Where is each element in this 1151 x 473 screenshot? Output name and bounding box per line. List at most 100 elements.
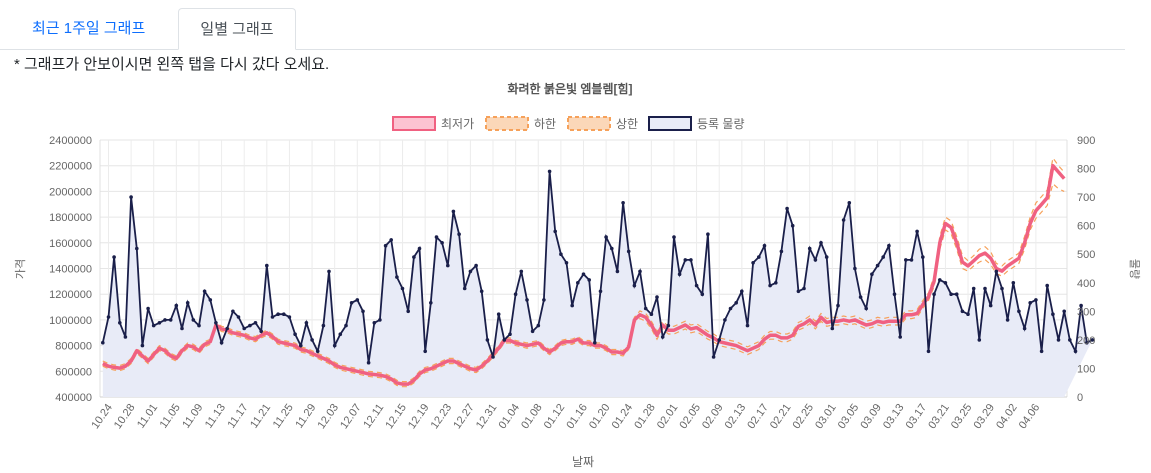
legend-label: 등록 물량	[697, 117, 745, 131]
x-tick-label: 10.24	[89, 402, 115, 431]
y-axis-label: 가격	[14, 259, 27, 279]
volume-point	[168, 318, 173, 322]
volume-point	[643, 306, 648, 311]
volume-point	[757, 255, 761, 259]
volume-point	[774, 281, 778, 285]
volume-point	[1079, 303, 1083, 308]
x-tick-label: 12.23	[429, 402, 455, 431]
tab-daily[interactable]: 일별 그래프	[178, 8, 296, 50]
y2-tick-label: 900	[1077, 135, 1095, 147]
volume-point	[1017, 309, 1021, 314]
volume-point	[236, 315, 241, 319]
volume-point	[1056, 338, 1061, 342]
volume-point	[711, 355, 716, 359]
volume-point	[146, 306, 150, 311]
volume-point	[768, 283, 772, 288]
volume-point	[406, 309, 411, 314]
volume-point	[451, 209, 456, 214]
volume-point	[468, 269, 473, 274]
lower-band-line	[102, 182, 1065, 388]
volume-point	[983, 286, 987, 291]
price-volume-chart: 2400000 2200000 2000000 1800000 1600000 14000…	[14, 81, 1141, 469]
volume-fill	[102, 171, 1093, 397]
x-tick-label: 11.21	[248, 402, 273, 431]
volume-point	[265, 263, 269, 268]
y-tick-label: 600000	[55, 366, 92, 378]
legend-label: 하한	[534, 117, 556, 131]
volume-point	[135, 246, 139, 251]
volume-point	[327, 269, 331, 274]
volume-point	[706, 232, 710, 236]
volume-point	[887, 243, 891, 248]
volume-point	[1073, 349, 1078, 354]
volume-point	[259, 329, 264, 334]
y2-tick-label: 800	[1077, 164, 1095, 176]
volume-point	[321, 323, 326, 328]
tab-bar: 최근 1주일 그래프 일별 그래프	[0, 0, 1125, 50]
legend-swatch	[648, 116, 692, 131]
x-tick-label: 02.01	[655, 402, 681, 431]
volume-point	[502, 338, 507, 342]
y-tick-label: 400000	[55, 392, 92, 404]
legend-label: 최저가	[441, 117, 474, 131]
y2-tick-label: 200	[1077, 335, 1095, 347]
volume-point	[649, 312, 654, 316]
volume-point	[926, 349, 931, 354]
volume-point	[819, 241, 823, 245]
volume-point	[938, 278, 942, 282]
y2-tick-label: 600	[1077, 221, 1095, 233]
volume-point	[361, 309, 365, 314]
y-tick-label: 1400000	[49, 264, 92, 276]
volume-point	[626, 249, 631, 254]
volume-point	[462, 286, 467, 291]
x-tick-label: 03.01	[813, 402, 839, 431]
volume-point	[677, 272, 682, 276]
volume-point	[140, 343, 145, 348]
x-tick-label: 12.19	[406, 402, 432, 431]
volume-point	[1005, 318, 1010, 322]
volume-point	[349, 301, 354, 305]
legend-swatch	[392, 116, 436, 131]
x-tick-label: 03.29	[971, 402, 997, 431]
x-tick-label: 02.05	[677, 402, 703, 431]
volume-point	[836, 303, 840, 308]
volume-point	[745, 323, 750, 328]
volume-point	[847, 201, 852, 205]
volume-point	[581, 272, 586, 276]
volume-point	[338, 332, 343, 336]
volume-point	[389, 238, 394, 242]
x-tick-label: 12.11	[361, 402, 386, 431]
volume-point	[943, 281, 948, 285]
x-tick-label: 02.21	[768, 402, 794, 431]
volume-point	[496, 312, 501, 316]
volume-point	[440, 241, 444, 245]
volume-point	[299, 343, 303, 348]
y2-tick-label: 300	[1077, 306, 1095, 318]
volume-point	[762, 243, 767, 248]
volume-point	[513, 292, 518, 296]
volume-point	[231, 309, 235, 314]
y-tick-label: 1600000	[49, 238, 92, 250]
volume-point	[479, 289, 484, 294]
volume-point	[400, 286, 405, 291]
x-tick-label: 12.31	[474, 402, 500, 431]
volume-point	[700, 292, 705, 296]
volume-point	[446, 263, 450, 268]
volume-point	[921, 255, 925, 259]
x-tick-label: 03.05	[836, 402, 862, 431]
price-series	[102, 156, 1066, 388]
volume-point	[214, 321, 218, 325]
tab-recent-week[interactable]: 최근 1주일 그래프	[32, 20, 146, 37]
volume-point	[779, 249, 784, 254]
y2-tick-label: 700	[1077, 192, 1095, 204]
volume-point	[615, 269, 620, 274]
y-tick-label: 2200000	[49, 161, 92, 173]
x-tick-label: 11.17	[226, 402, 251, 431]
x-tick-label: 11.09	[180, 402, 205, 431]
volume-point	[858, 295, 863, 299]
upper-band-line	[102, 156, 1065, 383]
x-tick-label: 01.16	[564, 402, 590, 431]
y2-tick-label: 0	[1077, 392, 1083, 404]
volume-point	[841, 218, 846, 222]
volume-point	[785, 206, 789, 211]
